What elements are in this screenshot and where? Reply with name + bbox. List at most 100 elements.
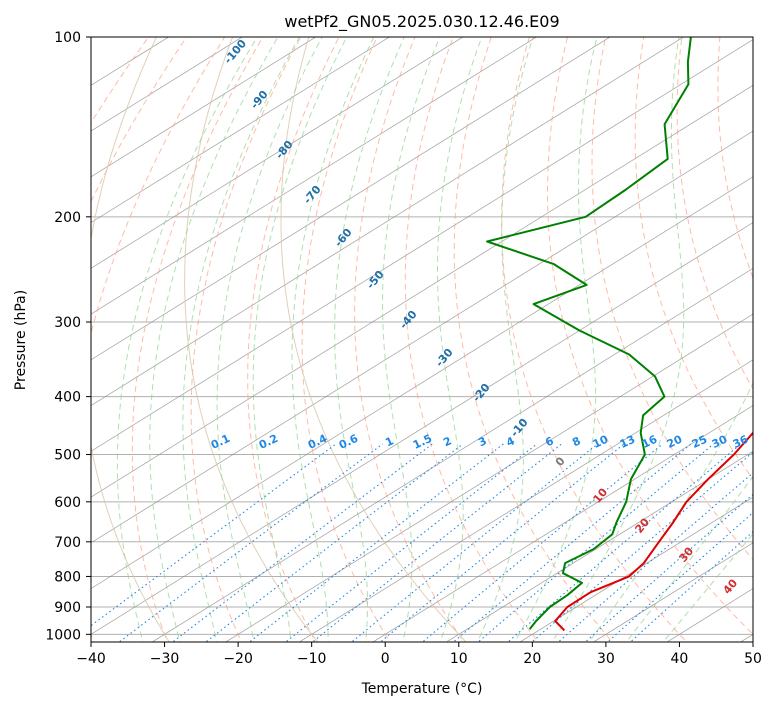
- isotherm-line: [519, 496, 753, 642]
- x-tick-label: 40: [671, 651, 689, 667]
- mixing-ratio-label: 20: [665, 433, 685, 451]
- y-tick-label: 200: [54, 210, 81, 226]
- moist-adiabat-line: [437, 37, 483, 642]
- moist-adiabat-line: [625, 475, 753, 642]
- x-tick-label: −30: [150, 651, 180, 667]
- isotherm-line: [445, 450, 753, 642]
- mixing-ratio-line: [118, 443, 384, 642]
- plot-area: [91, 37, 753, 642]
- dry-adiabat-line: [131, 37, 264, 642]
- mixing-ratio-line: [452, 443, 692, 642]
- y-tick-label: 300: [54, 315, 81, 331]
- isotherm-line: [91, 37, 538, 315]
- dry-adiabat-lines: [91, 10, 775, 647]
- mixing-ratio-label: 30: [710, 433, 730, 451]
- moist-adiabat-line: [216, 37, 323, 642]
- isotherm-line: [91, 37, 611, 361]
- mixing-ratio-line: [477, 443, 714, 642]
- moist-adiabat-line: [116, 37, 258, 642]
- dry-adiabat-line: [634, 37, 753, 480]
- moist-adiabat-line: [382, 37, 441, 642]
- isotherm-line: [91, 39, 753, 452]
- isotherm-line: [91, 84, 753, 498]
- y-tick-label: 700: [54, 535, 81, 551]
- mixing-ratio-label: 10: [591, 433, 611, 451]
- y-tick-label: 800: [54, 569, 81, 585]
- isotherm-line: [91, 37, 317, 178]
- dry-adiabat-line: [301, 37, 391, 642]
- isotherm-line: [225, 313, 753, 642]
- y-axis-title: Pressure (hPa): [13, 290, 29, 390]
- isotherm-line: [91, 37, 685, 407]
- x-tick-label: −20: [223, 651, 253, 667]
- x-axis-title: Temperature (°C): [361, 681, 483, 697]
- mixing-ratio-line: [91, 443, 337, 627]
- isotherm-lines: [91, 37, 753, 642]
- y-tick-label: 900: [54, 600, 81, 616]
- isotherm-line: [91, 222, 753, 635]
- isotherm-line: [151, 267, 753, 642]
- profile-series: [486, 37, 753, 632]
- isotherm-line: [91, 37, 464, 269]
- x-tick-label: 10: [450, 651, 468, 667]
- mixing-ratio-line: [507, 443, 742, 642]
- x-axis: −40 −30 −20 −10 0 10 20 30 40 50: [76, 642, 762, 667]
- x-tick-label: 0: [381, 651, 390, 667]
- dry-adiabat-line: [184, 37, 319, 642]
- x-tick-label: 50: [744, 651, 762, 667]
- mixing-ratio-lines: [91, 443, 753, 642]
- dry-adiabat-line: [758, 10, 775, 647]
- moist-adiabat-line: [476, 37, 534, 642]
- dry-adiabat-line: [190, 37, 302, 642]
- mixing-ratio-line: [606, 511, 753, 642]
- mixing-ratio-line: [584, 493, 753, 642]
- moist-adiabat-line: [551, 37, 685, 642]
- dry-adiabat-line: [717, 37, 753, 280]
- isotherm-line: [91, 130, 753, 544]
- moist-adiabat-line: [182, 37, 300, 642]
- dry-adiabat-line: [547, 37, 753, 636]
- mixing-ratio-label: 36: [731, 433, 751, 451]
- moist-adiabat-lines: [116, 37, 753, 642]
- dry-adiabat-line: [453, 37, 614, 642]
- moist-adiabat-line: [252, 37, 348, 642]
- y-axis: 1000 900 800 700 600 500 400 300 200 100: [45, 30, 91, 643]
- x-tick-label: −10: [297, 651, 327, 667]
- x-tick-label: 20: [523, 651, 541, 667]
- dry-adiabat-line: [591, 37, 753, 561]
- plot-background: [91, 37, 753, 642]
- isotherm-line: [91, 37, 391, 224]
- mixing-ratio-line: [557, 472, 753, 642]
- y-tick-label: 600: [54, 495, 81, 511]
- dewpoint-profile-line: [486, 37, 692, 630]
- isotherm-line: [91, 176, 753, 590]
- isotherm-line: [592, 542, 753, 642]
- mixing-ratio-line: [629, 530, 753, 642]
- moist-adiabat-line: [291, 37, 375, 642]
- dry-adiabat-line: [247, 37, 340, 642]
- dry-adiabat-line: [404, 37, 539, 642]
- moist-adiabat-line: [334, 37, 405, 642]
- moist-adiabat-line: [588, 381, 753, 642]
- mixing-ratio-line: [311, 443, 562, 642]
- isotherm-line: [91, 37, 243, 132]
- x-tick-label: −40: [76, 651, 106, 667]
- mixing-ratio-line: [531, 451, 753, 642]
- mixing-ratio-label: 13: [618, 433, 637, 451]
- dry-adiabat-line: [501, 37, 688, 642]
- x-tick-label: 30: [597, 651, 615, 667]
- isotherm-line: [372, 405, 753, 642]
- mixing-ratio-label: 25: [690, 433, 709, 451]
- dry-adiabat-line: [280, 37, 467, 642]
- y-tick-label: 500: [54, 448, 81, 464]
- temperature-profile-line: [554, 431, 753, 632]
- dry-adiabat-line: [354, 37, 465, 642]
- chart-title: wetPf2_GN05.2025.030.12.46.E09: [284, 12, 559, 32]
- dry-adiabat-line: [91, 37, 170, 642]
- plot-frame: [90, 36, 754, 643]
- mixing-ratio-line: [350, 443, 598, 642]
- moist-adiabat-line: [149, 37, 279, 642]
- mixing-ratio-line: [171, 443, 433, 642]
